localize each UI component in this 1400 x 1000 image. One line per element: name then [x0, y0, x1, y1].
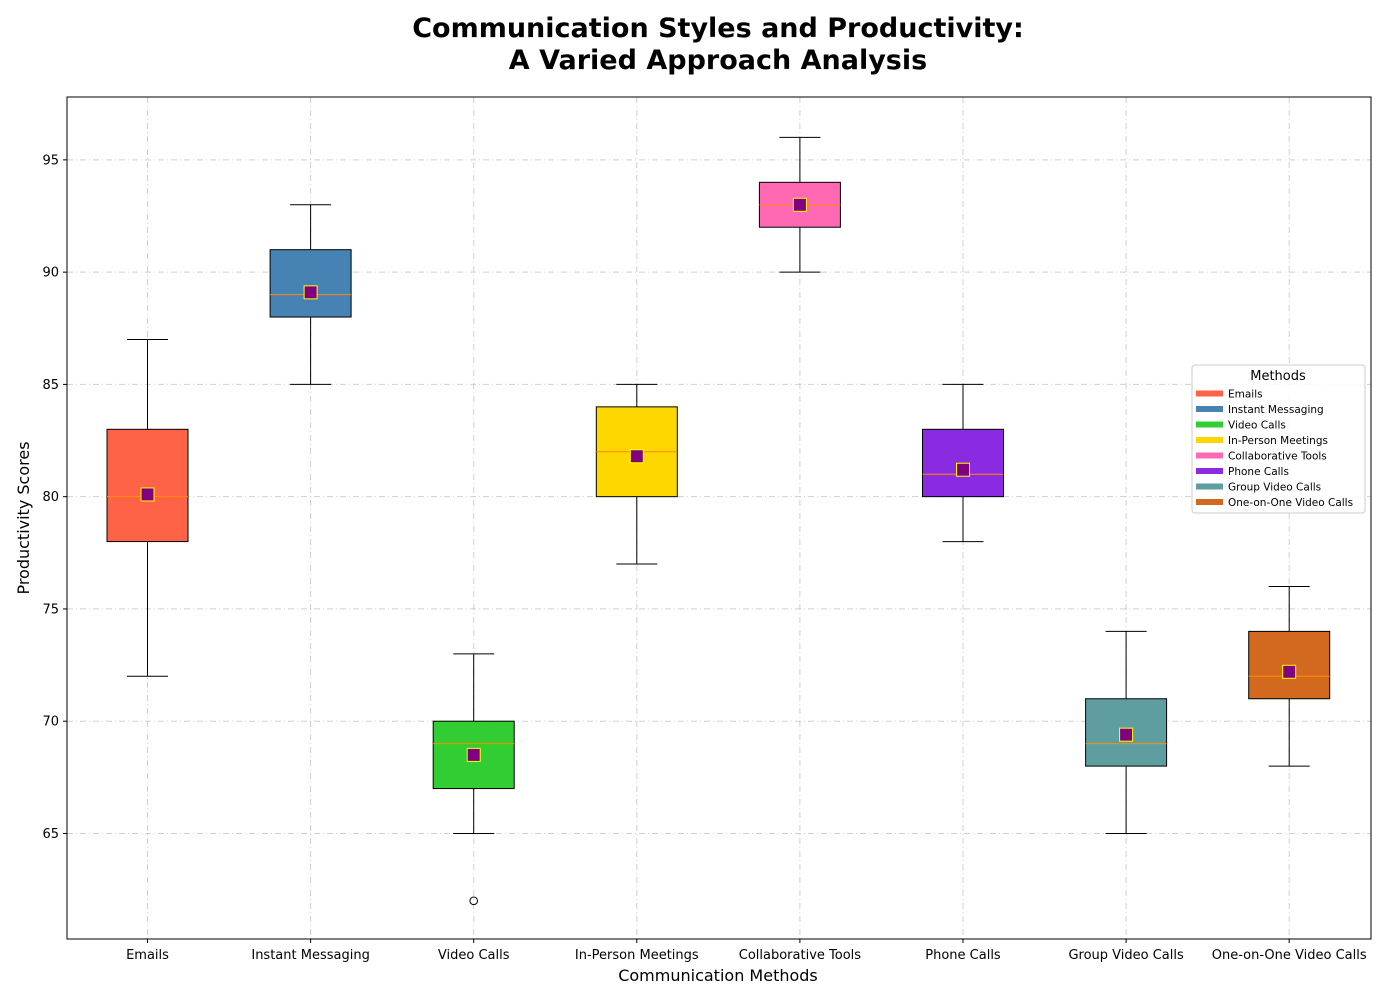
mean-marker [1282, 664, 1297, 679]
outlier-point [469, 896, 479, 906]
legend-label: One-on-One Video Calls [1228, 497, 1353, 509]
legend-items: Emails Instant Messaging Video Calls In-Per… [1196, 388, 1353, 509]
legend-swatch [1196, 452, 1223, 459]
box-group [269, 204, 352, 385]
x-tick-label: Instant Messaging [251, 948, 369, 963]
x-tick-label: In-Person Meetings [575, 948, 699, 963]
x-tick-label: One-on-One Video Calls [1212, 948, 1367, 963]
y-tick-label: 80 [42, 490, 59, 505]
mean-marker [303, 285, 318, 300]
legend-swatch [1196, 390, 1223, 397]
legend-label: Group Video Calls [1228, 481, 1321, 493]
y-tick-label: 65 [42, 827, 59, 842]
x-tick-label: Emails [126, 948, 169, 963]
legend-swatch [1196, 483, 1223, 490]
y-axis: 65 70 75 80 85 90 95 [42, 153, 67, 842]
plot-frame [66, 96, 1372, 940]
plot-area [106, 136, 1331, 906]
box-group [432, 653, 515, 906]
box-group [758, 136, 841, 273]
box-group [106, 338, 189, 677]
chart-title-line-1: Communication Styles and Productivity: [412, 13, 1024, 44]
y-tick-label: 90 [42, 266, 59, 281]
grid-lines [67, 97, 1371, 939]
box-iqr [269, 249, 352, 318]
x-tick-label: Collaborative Tools [739, 948, 862, 963]
mean-marker [1119, 727, 1134, 742]
box-group [1248, 585, 1331, 767]
legend-label: Instant Messaging [1228, 404, 1324, 416]
y-tick-label: 70 [42, 715, 59, 730]
x-tick-label: Video Calls [438, 948, 510, 963]
box-group [1085, 630, 1168, 834]
legend-swatch [1196, 406, 1223, 412]
x-axis-label: Communication Methods [618, 966, 818, 985]
mean-marker [792, 197, 807, 212]
chart-title-line-2: A Varied Approach Analysis [509, 45, 927, 76]
x-tick-label: Group Video Calls [1068, 948, 1184, 963]
box-group [922, 383, 1004, 543]
mean-marker [466, 747, 481, 762]
y-axis-label: Productivity Scores [14, 441, 33, 594]
mean-marker [629, 449, 644, 464]
chart-title: Communication Styles and Productivity: A… [412, 13, 1024, 76]
y-tick-label: 75 [42, 602, 59, 617]
legend-swatch [1196, 421, 1223, 428]
mean-marker [140, 487, 155, 502]
legend-label: In-Person Meetings [1228, 435, 1328, 447]
legend-label: Phone Calls [1228, 466, 1289, 478]
box-iqr [106, 428, 189, 543]
x-axis: Emails Instant Messaging Video Calls In-Per… [126, 939, 1367, 963]
mean-marker [956, 462, 970, 477]
legend-frame [1191, 364, 1366, 514]
legend-label: Video Calls [1228, 419, 1286, 431]
legend-label: Collaborative Tools [1228, 450, 1327, 462]
x-tick-label: Phone Calls [925, 948, 1001, 963]
legend: Methods Emails Instant Messaging Video Cal… [1191, 364, 1366, 514]
legend-swatch [1196, 499, 1223, 505]
legend-label: Emails [1228, 388, 1263, 400]
legend-swatch [1196, 468, 1223, 474]
box-group [595, 383, 678, 565]
legend-swatch [1196, 437, 1223, 443]
y-tick-label: 85 [42, 378, 59, 393]
legend-title: Methods [1250, 369, 1306, 384]
y-tick-label: 95 [42, 153, 59, 168]
